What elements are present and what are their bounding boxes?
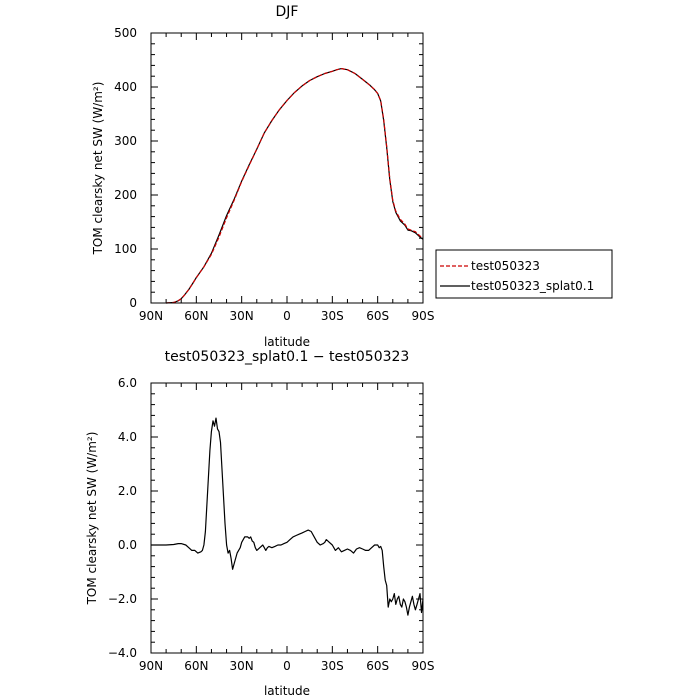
bottom-plot-frame	[150, 382, 424, 654]
top-x-tick-label: 60N	[184, 309, 208, 323]
bottom-y-tick-label: −2.0	[108, 592, 137, 606]
bottom-chart-title: test050323_splat0.1 − test050323	[165, 349, 410, 365]
top-x-tick-label: 90N	[139, 309, 163, 323]
top-x-axis-label: latitude	[264, 335, 310, 349]
bottom-y-tick-label: 0.0	[118, 538, 137, 552]
top-chart-title: DJF	[276, 4, 299, 20]
top-y-tick-label: 300	[114, 134, 137, 148]
bottom-x-tick-label: 60S	[366, 659, 389, 673]
bottom-x-tick-label: 30S	[321, 659, 344, 673]
top-y-tick-label: 500	[114, 26, 137, 40]
legend-label-series-1: test050323	[471, 259, 540, 273]
top-y-axis-label: TOM clearsky net SW (W/m²)	[91, 82, 105, 256]
bottom-y-tick-label: 6.0	[118, 376, 137, 390]
bottom-y-tick-label: 2.0	[118, 484, 137, 498]
top-plot-frame	[150, 32, 424, 304]
bottom-x-tick-label: 90N	[139, 659, 163, 673]
top-panel: DJF TOM clearsky net SW (W/m²) latitude …	[91, 4, 613, 349]
bottom-x-tick-label: 60N	[184, 659, 208, 673]
bottom-x-tick-label: 0	[283, 659, 291, 673]
top-y-tick-label: 200	[114, 188, 137, 202]
top-series-line-2	[166, 67, 424, 304]
bottom-x-tick-label: 30N	[230, 659, 254, 673]
top-series-line-1	[166, 67, 424, 304]
top-x-tick-label: 30N	[230, 309, 254, 323]
top-y-tick-label: 400	[114, 80, 137, 94]
bottom-series-line-1	[151, 417, 424, 616]
legend: test050323 test050323_splat0.1	[435, 249, 613, 299]
top-x-tick-label: 30S	[321, 309, 344, 323]
bottom-x-tick-label: 90S	[412, 659, 435, 673]
legend-box	[435, 249, 613, 299]
top-x-tick-label: 90S	[412, 309, 435, 323]
top-y-tick-label: 100	[114, 242, 137, 256]
bottom-y-axis-label: TOM clearsky net SW (W/m²)	[85, 432, 99, 606]
bottom-y-tick-label: 4.0	[118, 430, 137, 444]
bottom-y-tick-label: −4.0	[108, 646, 137, 660]
bottom-x-axis-label: latitude	[264, 684, 310, 698]
top-x-tick-label: 0	[283, 309, 291, 323]
legend-label-series-2: test050323_splat0.1	[471, 279, 594, 293]
bottom-panel: test050323_splat0.1 − test050323 TOM cle…	[85, 349, 434, 698]
top-y-tick-label: 0	[129, 296, 137, 310]
top-x-tick-label: 60S	[366, 309, 389, 323]
